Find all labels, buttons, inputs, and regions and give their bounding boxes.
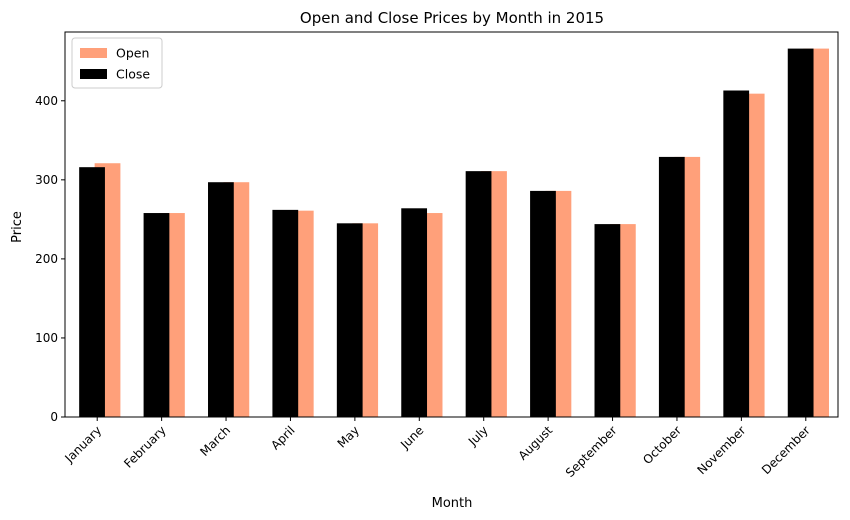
bar-close-december xyxy=(787,48,814,417)
legend-swatch-open xyxy=(80,48,107,58)
plot-frame xyxy=(64,31,839,418)
x-tick-label: June xyxy=(397,423,426,452)
bar-close-october xyxy=(658,156,685,417)
bar-close-may xyxy=(336,223,363,417)
y-tick-label: 0 xyxy=(50,410,58,424)
bar-close-april xyxy=(272,209,299,417)
x-tick-label: December xyxy=(759,423,813,477)
y-tick-label: 200 xyxy=(35,252,58,266)
x-tick-label: February xyxy=(121,423,169,471)
bar-close-march xyxy=(208,182,234,417)
bar-close-july xyxy=(465,171,492,417)
y-tick-label: 400 xyxy=(35,94,58,108)
legend-label-open: Open xyxy=(116,46,149,61)
y-tick-label: 300 xyxy=(35,173,58,187)
bar-close-august xyxy=(530,190,556,417)
x-tick-label: October xyxy=(640,423,684,467)
bar-close-january xyxy=(79,167,105,417)
x-tick-label: July xyxy=(465,423,491,449)
chart-title: Open and Close Prices by Month in 2015 xyxy=(300,9,604,27)
y-tick-label: 100 xyxy=(35,331,58,345)
legend-label-close: Close xyxy=(116,67,150,82)
bar-close-june xyxy=(401,208,428,417)
legend-swatch-close xyxy=(80,69,107,79)
bar-close-february xyxy=(143,213,170,417)
bar-close-september xyxy=(594,224,621,417)
x-tick-label: March xyxy=(197,423,233,459)
x-tick-label: April xyxy=(268,423,297,452)
x-tick-label: August xyxy=(516,423,556,463)
legend: Open Close xyxy=(71,37,163,89)
bars-layer xyxy=(79,48,829,417)
x-tick-label: November xyxy=(694,423,748,477)
x-tick-label: May xyxy=(335,423,362,450)
y-axis-label: Price xyxy=(10,211,25,243)
x-tick-label: September xyxy=(563,423,620,480)
x-tick-label: January xyxy=(62,423,105,466)
bar-close-november xyxy=(723,90,750,417)
x-axis-label: Month xyxy=(432,496,473,511)
